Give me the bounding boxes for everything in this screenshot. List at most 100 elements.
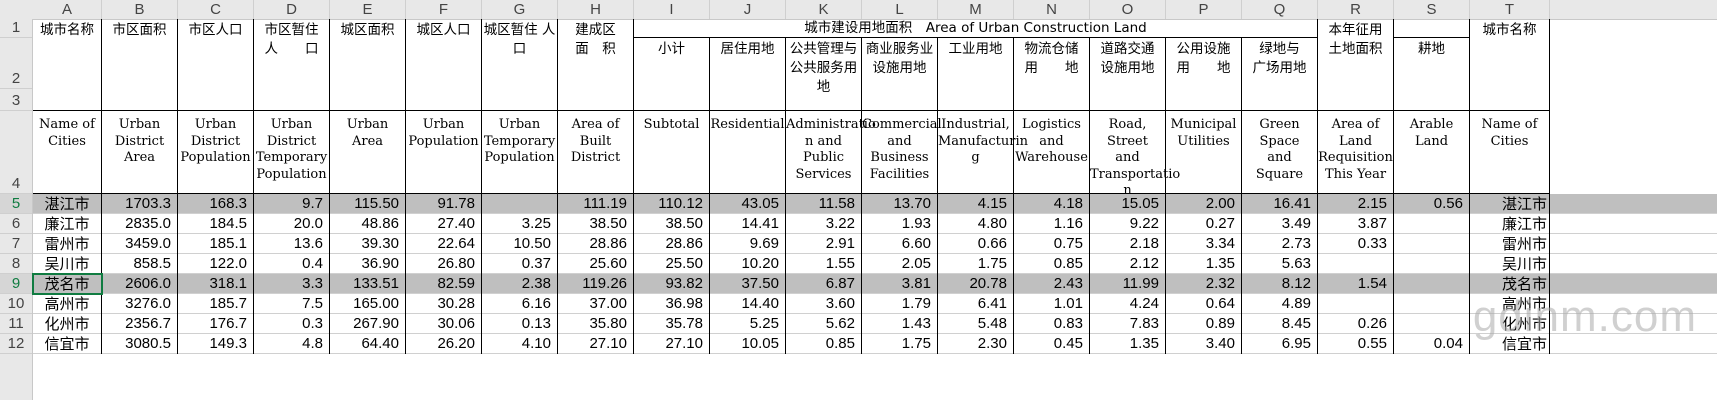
- cell-p5[interactable]: 2.00: [1166, 194, 1242, 214]
- row-header-11[interactable]: 11: [0, 314, 32, 334]
- cell-n11[interactable]: 0.83: [1014, 314, 1090, 334]
- cell-r5[interactable]: 2.15: [1318, 194, 1394, 214]
- cell-p10[interactable]: 0.64: [1166, 294, 1242, 314]
- cell-r6[interactable]: 3.87: [1318, 214, 1394, 234]
- column-header-k[interactable]: K: [786, 0, 862, 19]
- cell-m7[interactable]: 0.66: [938, 234, 1014, 254]
- cell-d8[interactable]: 0.4: [254, 254, 330, 274]
- cell-j12[interactable]: 10.05: [710, 334, 786, 354]
- header-en-h[interactable]: Area of Built District: [558, 111, 634, 194]
- cell-m10[interactable]: 6.41: [938, 294, 1014, 314]
- cell-r11[interactable]: 0.26: [1318, 314, 1394, 334]
- cell-b12[interactable]: 3080.5: [102, 334, 178, 354]
- cell-q9[interactable]: 8.12: [1242, 274, 1318, 294]
- column-header-h[interactable]: H: [558, 0, 634, 19]
- cell-a11[interactable]: 化州市: [33, 314, 102, 334]
- column-header-p[interactable]: P: [1166, 0, 1242, 19]
- cell-h10[interactable]: 37.00: [558, 294, 634, 314]
- row-header-6[interactable]: 6: [0, 214, 32, 234]
- cell-k7[interactable]: 2.91: [786, 234, 862, 254]
- cell-r9[interactable]: 1.54: [1318, 274, 1394, 294]
- cell-d11[interactable]: 0.3: [254, 314, 330, 334]
- cell-b9[interactable]: 2606.0: [102, 274, 178, 294]
- column-header-f[interactable]: F: [406, 0, 482, 19]
- cell-t5[interactable]: 湛江市: [1470, 194, 1550, 214]
- cell-a5[interactable]: 湛江市: [33, 194, 102, 214]
- cell-b7[interactable]: 3459.0: [102, 234, 178, 254]
- cell-l8[interactable]: 2.05: [862, 254, 938, 274]
- cell-f6[interactable]: 27.40: [406, 214, 482, 234]
- cell-j5[interactable]: 43.05: [710, 194, 786, 214]
- header-en-e[interactable]: Urban Area: [330, 111, 406, 194]
- cell-m8[interactable]: 1.75: [938, 254, 1014, 274]
- cell-e9[interactable]: 133.51: [330, 274, 406, 294]
- cell-e8[interactable]: 36.90: [330, 254, 406, 274]
- cell-t10[interactable]: 高州市: [1470, 294, 1550, 314]
- cell-d10[interactable]: 7.5: [254, 294, 330, 314]
- cell-s12[interactable]: 0.04: [1394, 334, 1470, 354]
- cell-g8[interactable]: 0.37: [482, 254, 558, 274]
- header-cn-e[interactable]: 城区面积: [330, 19, 406, 111]
- cell-p8[interactable]: 1.35: [1166, 254, 1242, 274]
- cell-t6[interactable]: 廉江市: [1470, 214, 1550, 234]
- column-header-b[interactable]: B: [102, 0, 178, 19]
- header-cn-f[interactable]: 城区人口: [406, 19, 482, 111]
- row-header-2[interactable]: 2: [0, 38, 32, 89]
- header-en-q[interactable]: Green Space and Square: [1242, 111, 1318, 194]
- column-header-n[interactable]: N: [1014, 0, 1090, 19]
- cell-g10[interactable]: 6.16: [482, 294, 558, 314]
- cell-h9[interactable]: 119.26: [558, 274, 634, 294]
- cell-a9[interactable]: 茂名市: [33, 274, 102, 294]
- cell-c6[interactable]: 184.5: [178, 214, 254, 234]
- cell-f10[interactable]: 30.28: [406, 294, 482, 314]
- cell-p9[interactable]: 2.32: [1166, 274, 1242, 294]
- cell-a12[interactable]: 信宜市: [33, 334, 102, 354]
- cell-a6[interactable]: 廉江市: [33, 214, 102, 234]
- header-cn-b[interactable]: 市区面积: [102, 19, 178, 111]
- cell-k10[interactable]: 3.60: [786, 294, 862, 314]
- cell-f12[interactable]: 26.20: [406, 334, 482, 354]
- column-header-d[interactable]: D: [254, 0, 330, 19]
- column-header-g[interactable]: G: [482, 0, 558, 19]
- column-header-s[interactable]: S: [1394, 0, 1470, 19]
- header-en-a[interactable]: Name of Cities: [33, 111, 102, 194]
- cell-d6[interactable]: 20.0: [254, 214, 330, 234]
- cell-c5[interactable]: 168.3: [178, 194, 254, 214]
- cell-c10[interactable]: 185.7: [178, 294, 254, 314]
- row-header-4[interactable]: 4: [0, 111, 32, 194]
- cell-j8[interactable]: 10.20: [710, 254, 786, 274]
- header-en-b[interactable]: Urban District Area: [102, 111, 178, 194]
- cell-q11[interactable]: 8.45: [1242, 314, 1318, 334]
- cell-o12[interactable]: 1.35: [1090, 334, 1166, 354]
- cell-j7[interactable]: 9.69: [710, 234, 786, 254]
- row-header-10[interactable]: 10: [0, 294, 32, 314]
- cell-p6[interactable]: 0.27: [1166, 214, 1242, 234]
- cell-s5[interactable]: 0.56: [1394, 194, 1470, 214]
- header-en-r[interactable]: Area of Land Requisition This Year: [1318, 111, 1394, 194]
- cell-c11[interactable]: 176.7: [178, 314, 254, 334]
- header-group-construction-land[interactable]: 城市建设用地面积 Area of Urban Construction Land: [634, 19, 1318, 38]
- header-cn-i[interactable]: 小计: [634, 38, 710, 111]
- column-header-c[interactable]: C: [178, 0, 254, 19]
- cell-g12[interactable]: 4.10: [482, 334, 558, 354]
- header-en-p[interactable]: Municipal Utilities: [1166, 111, 1242, 194]
- cell-f7[interactable]: 22.64: [406, 234, 482, 254]
- cell-g9[interactable]: 2.38: [482, 274, 558, 294]
- cell-k5[interactable]: 11.58: [786, 194, 862, 214]
- cell-n9[interactable]: 2.43: [1014, 274, 1090, 294]
- cell-n7[interactable]: 0.75: [1014, 234, 1090, 254]
- cell-t11[interactable]: 化州市: [1470, 314, 1550, 334]
- cell-o10[interactable]: 4.24: [1090, 294, 1166, 314]
- header-en-s[interactable]: Arable Land: [1394, 111, 1470, 194]
- cell-j6[interactable]: 14.41: [710, 214, 786, 234]
- cell-m9[interactable]: 20.78: [938, 274, 1014, 294]
- header-cn-g[interactable]: 城区暂住 人 口: [482, 19, 558, 111]
- cell-c12[interactable]: 149.3: [178, 334, 254, 354]
- cell-i12[interactable]: 27.10: [634, 334, 710, 354]
- column-header-m[interactable]: M: [938, 0, 1014, 19]
- header-cn-h[interactable]: 建成区 面 积: [558, 19, 634, 111]
- cell-q12[interactable]: 6.95: [1242, 334, 1318, 354]
- column-header-e[interactable]: E: [330, 0, 406, 19]
- column-header-j[interactable]: J: [710, 0, 786, 19]
- cell-h12[interactable]: 27.10: [558, 334, 634, 354]
